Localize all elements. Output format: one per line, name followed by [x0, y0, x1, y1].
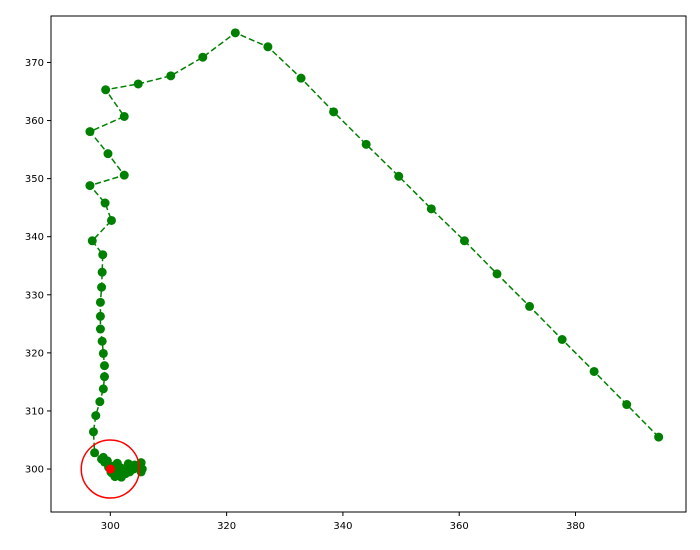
- data-point: [98, 384, 108, 394]
- data-point: [198, 52, 208, 62]
- data-point: [88, 427, 98, 437]
- data-point: [97, 336, 107, 346]
- y-tick-label: 330: [25, 290, 44, 301]
- data-point: [459, 236, 469, 246]
- x-tick-label: 300: [101, 521, 120, 532]
- data-point: [166, 71, 176, 81]
- x-tick-label: 320: [217, 521, 236, 532]
- data-point: [525, 301, 535, 311]
- data-point: [119, 170, 129, 180]
- x-axis: 300 320 340 360 380: [101, 512, 585, 532]
- y-tick-label: 300: [25, 465, 44, 476]
- data-point: [119, 111, 129, 121]
- plot-frame: [50, 15, 687, 513]
- y-tick-label: 320: [25, 348, 44, 359]
- y-tick-label: 350: [25, 174, 44, 185]
- data-point: [329, 107, 339, 117]
- data-point: [95, 397, 105, 407]
- data-point: [230, 28, 240, 38]
- data-point: [95, 297, 105, 307]
- data-point: [97, 267, 107, 277]
- data-point: [99, 361, 109, 371]
- y-tick-label: 340: [25, 232, 44, 243]
- plot-area-background: [51, 16, 686, 512]
- y-tick-label: 370: [25, 58, 44, 69]
- data-point: [95, 311, 105, 321]
- data-point: [91, 411, 101, 421]
- data-point: [492, 269, 502, 279]
- target-radius-circle: [80, 439, 141, 499]
- data-point: [263, 42, 273, 52]
- data-point: [296, 73, 306, 83]
- data-point: [361, 139, 371, 149]
- data-point: [654, 432, 664, 442]
- data-point: [95, 324, 105, 334]
- data-point: [557, 335, 567, 345]
- y-axis: 300 310 320 330 340 350 360 370: [25, 58, 51, 476]
- data-point: [99, 372, 109, 382]
- data-point: [98, 348, 108, 358]
- x-tick-label: 380: [566, 521, 585, 532]
- target-point: [105, 464, 115, 474]
- data-point: [622, 400, 632, 410]
- y-tick-label: 360: [25, 116, 44, 127]
- data-point: [394, 171, 404, 181]
- x-tick-label: 360: [450, 521, 469, 532]
- data-point: [106, 215, 116, 225]
- data-point: [103, 149, 113, 159]
- data-point: [426, 204, 436, 214]
- data-point: [98, 250, 108, 260]
- data-point: [133, 79, 143, 89]
- data-point: [97, 282, 107, 292]
- y-tick-label: 310: [25, 406, 44, 417]
- data-point: [100, 198, 110, 208]
- data-point: [589, 366, 599, 376]
- data-layer: [85, 28, 664, 482]
- data-point: [87, 236, 97, 246]
- data-point: [101, 85, 111, 95]
- annotation-layer: [80, 439, 141, 499]
- data-point: [85, 127, 95, 137]
- data-point: [90, 448, 100, 458]
- x-tick-label: 340: [333, 521, 352, 532]
- data-point: [85, 181, 95, 191]
